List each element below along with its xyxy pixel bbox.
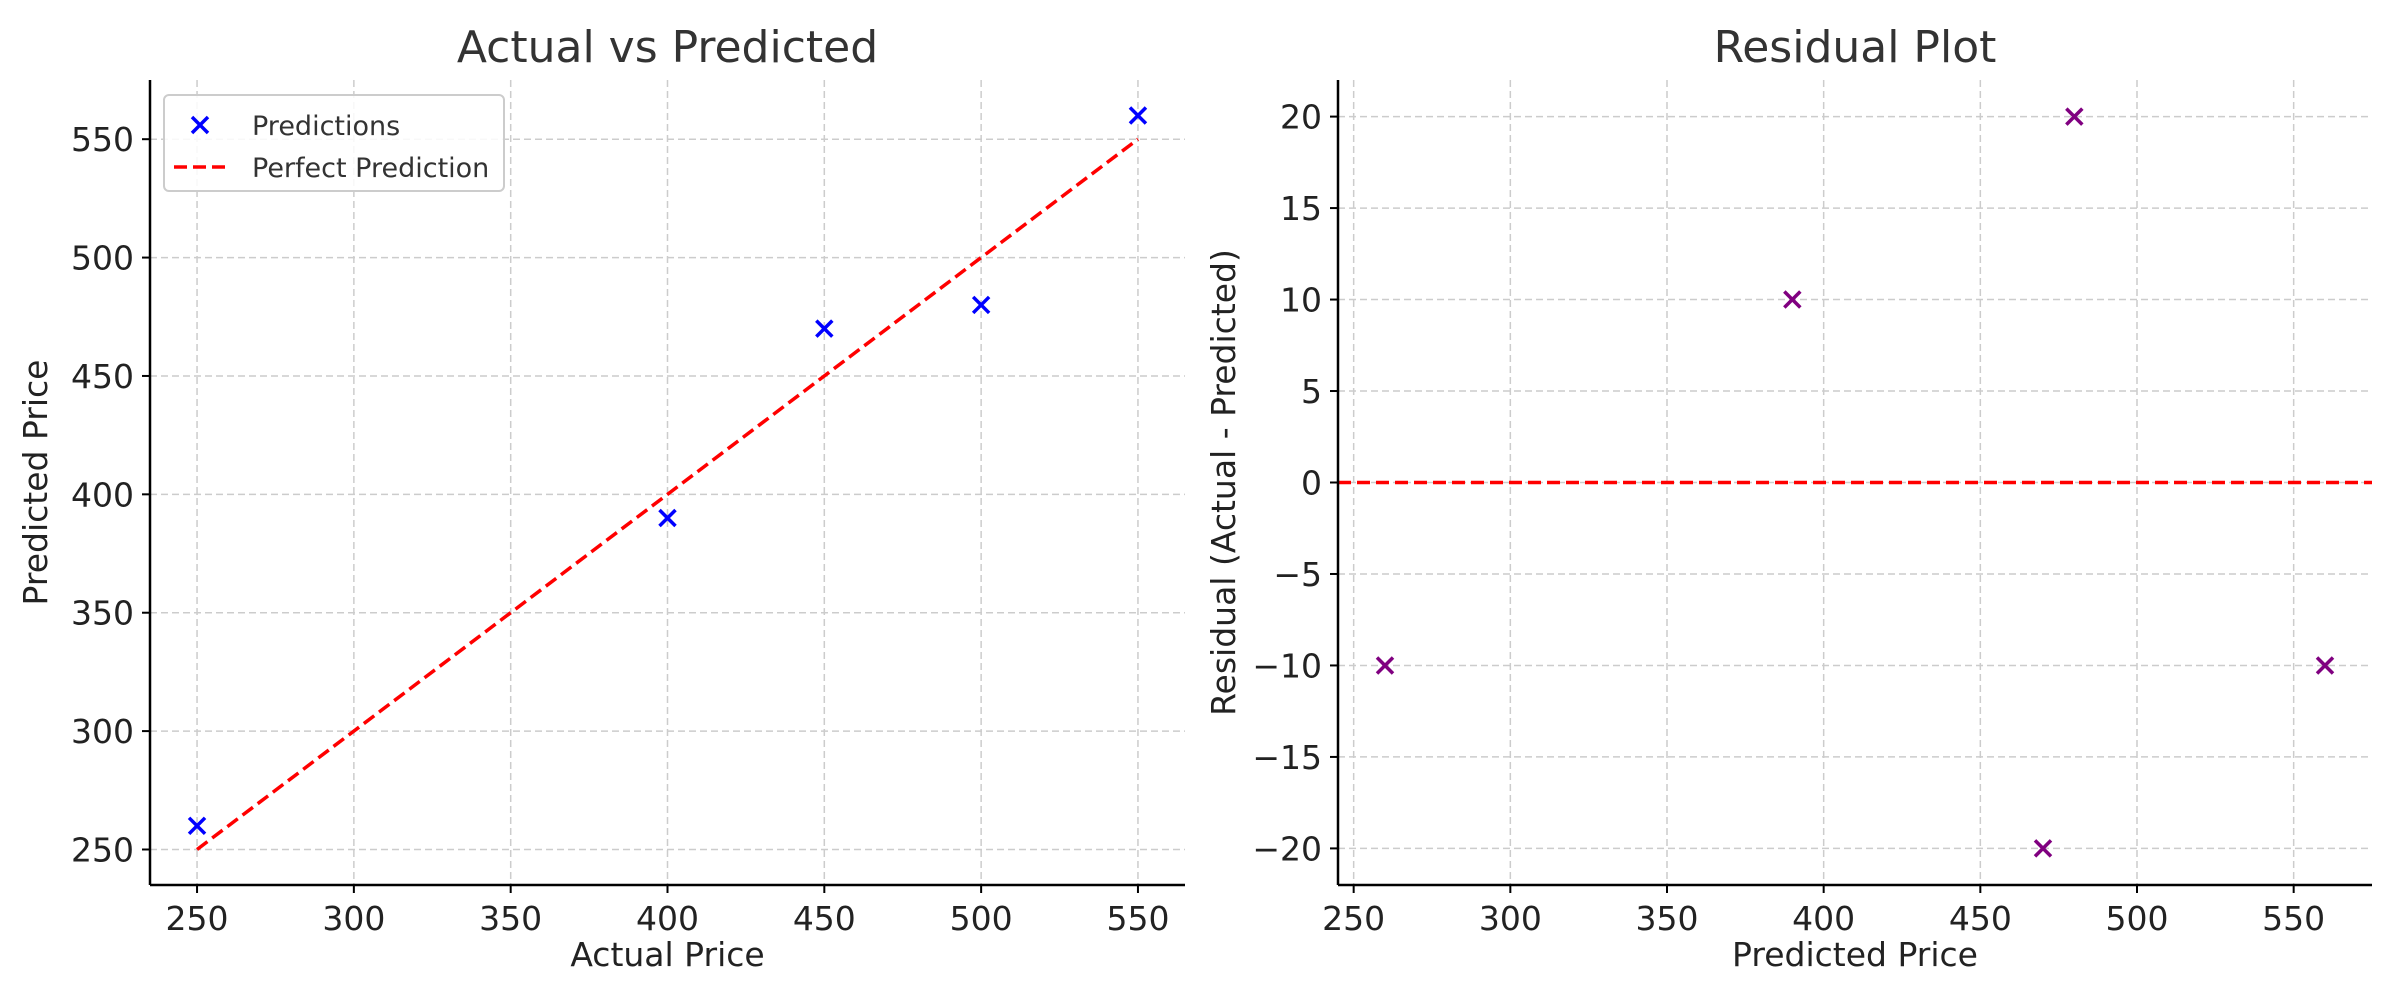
y-tick-label: −10 [1252,646,1322,685]
x-tick-label: 550 [1106,899,1169,938]
legend: Predictions Perfect Prediction [163,94,505,192]
x-tick-label: 250 [166,899,229,938]
data-point-marker [815,319,834,338]
chart-title: Actual vs Predicted [457,22,878,73]
x-tick-label: 450 [1949,899,2012,938]
x-tick-label: 400 [1792,899,1855,938]
legend-entry-label: Predictions [252,111,400,142]
y-tick-label: 350 [71,594,134,633]
x-tick-label: 500 [950,899,1013,938]
data-point-marker [2065,107,2084,126]
y-tick-label: 15 [1280,189,1322,228]
y-tick-label: 0 [1301,464,1322,503]
data-point-marker [1375,656,1395,675]
data-point-marker [658,508,677,528]
y-axis-label: Predicted Price [16,360,55,606]
y-tick-label: 250 [71,830,134,869]
data-point-marker [2315,656,2335,675]
y-tick-label: −20 [1252,829,1322,868]
data-point-marker [1783,290,1802,309]
perfect-prediction-line [195,137,1140,851]
x-tick-label: 350 [479,899,542,938]
y-axis-label: Residual (Actual - Predicted) [1204,249,1243,716]
legend-marker-icon [190,115,210,135]
y-tick-label: −15 [1252,738,1322,777]
y-tick-label: 300 [71,712,134,751]
data-point-marker [1128,106,1148,125]
x-tick-label: 250 [1322,899,1385,938]
x-axis-label: Predicted Price [1732,935,1978,974]
x-tick-label: 300 [322,899,385,938]
y-tick-label: 5 [1301,372,1322,411]
legend-entry-label: Perfect Prediction [252,153,489,184]
y-tick-label: 20 [1280,98,1322,137]
chart-panel-1: 250 300 350 400 450 500 550 250 300 350 400 450 500 5… [16,22,1185,974]
legend-box [163,94,505,192]
y-tick-label: 450 [71,357,134,396]
data-point-marker [187,816,207,836]
y-tick-label: 500 [71,239,134,278]
y-tick-label: 10 [1280,281,1322,320]
chart-panel-2: 250 300 350 400 450 500 550 −20 −15 −10 −5 0 5 10 15 20… [1204,22,2372,974]
x-tick-label: 400 [636,899,699,938]
x-tick-label: 350 [1636,899,1699,938]
x-tick-label: 300 [1479,899,1542,938]
chart-title: Residual Plot [1714,22,1997,73]
data-point-marker [971,295,991,315]
x-tick-label: 500 [2106,899,2169,938]
x-tick-label: 550 [2262,899,2325,938]
x-axis-label: Actual Price [570,935,764,974]
x-tick-label: 450 [793,899,856,938]
data-point-marker [2033,839,2053,858]
y-tick-label: 550 [71,120,134,159]
y-tick-label: −5 [1273,555,1322,594]
y-tick-label: 400 [71,475,134,514]
